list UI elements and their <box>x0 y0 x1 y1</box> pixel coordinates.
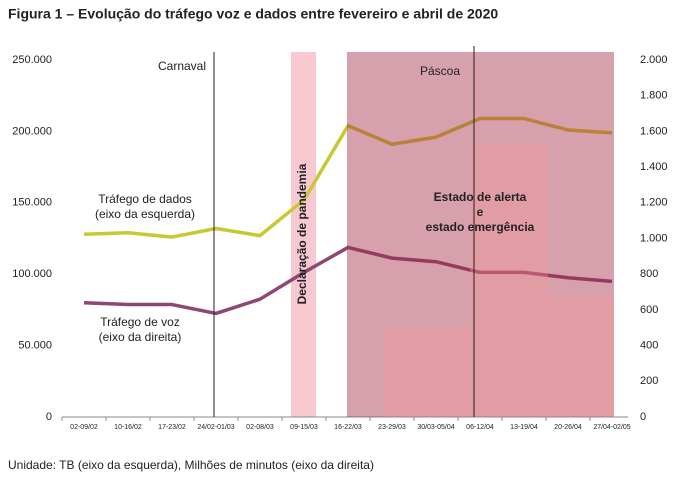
y2-tick-label: 1.000 <box>640 232 668 244</box>
state-overlay <box>347 52 614 417</box>
legend-label: Tráfego de dados <box>98 192 192 206</box>
pandemic-band <box>291 52 316 417</box>
x-tick-label: 02-09/02 <box>70 424 98 431</box>
y-tick-label: 250.000 <box>12 54 52 66</box>
annotation: Estado de alerta <box>434 190 527 204</box>
state-inner <box>385 145 614 417</box>
x-tick-label: 17-23/02 <box>158 424 186 431</box>
x-tick-label: 09-15/03 <box>290 424 318 431</box>
x-tick-label: 24/02-01/03 <box>197 424 234 431</box>
y-tick-label: 200.000 <box>12 125 52 137</box>
y2-tick-label: 200 <box>640 375 658 387</box>
x-tick-label: 20-26/04 <box>554 424 582 431</box>
x-tick-label: 16-22/03 <box>334 424 362 431</box>
y-tick-label: 150.000 <box>12 197 52 209</box>
series-line <box>83 116 613 239</box>
y-tick-label: 50.000 <box>18 340 52 352</box>
y2-tick-label: 1.400 <box>640 161 668 173</box>
x-tick-label: 02-08/03 <box>246 424 274 431</box>
chart-title: Figura 1 – Evolução do tráfego voz e dad… <box>8 6 498 22</box>
y2-tick-label: 1.200 <box>640 197 668 209</box>
x-tick-label: 10-16/02 <box>114 424 142 431</box>
y-tick-label: 100.000 <box>12 268 52 280</box>
y2-tick-label: 400 <box>640 340 658 352</box>
series-line <box>83 245 613 316</box>
y2-tick-label: 800 <box>640 268 658 280</box>
y2-tick-label: 1.600 <box>640 125 668 137</box>
y2-tick-label: 1.800 <box>640 90 668 102</box>
annotation: Carnaval <box>158 59 206 73</box>
y2-tick-label: 2.000 <box>640 54 668 66</box>
x-tick-label: 13-19/04 <box>510 424 538 431</box>
annotation: Declaração de pandemia <box>295 163 309 304</box>
legend-label: (eixo da esquerda) <box>95 207 195 221</box>
annotation: e <box>477 205 484 219</box>
x-tick-label: 23-29/03 <box>378 424 406 431</box>
x-tick-label: 27/04-02/05 <box>593 424 630 431</box>
footnote: Unidade: TB (eixo da esquerda), Milhões … <box>8 458 374 472</box>
y2-tick-label: 0 <box>640 411 646 423</box>
legend-label: Tráfego de voz <box>100 315 180 329</box>
y2-tick-label: 600 <box>640 304 658 316</box>
annotation: estado emergência <box>426 220 535 234</box>
legend-label: (eixo da direita) <box>99 330 182 344</box>
x-tick-label: 30/03-05/04 <box>417 424 454 431</box>
y-tick-label: 0 <box>46 411 52 423</box>
x-tick-label: 06-12/04 <box>466 424 494 431</box>
annotation: Páscoa <box>420 64 460 78</box>
